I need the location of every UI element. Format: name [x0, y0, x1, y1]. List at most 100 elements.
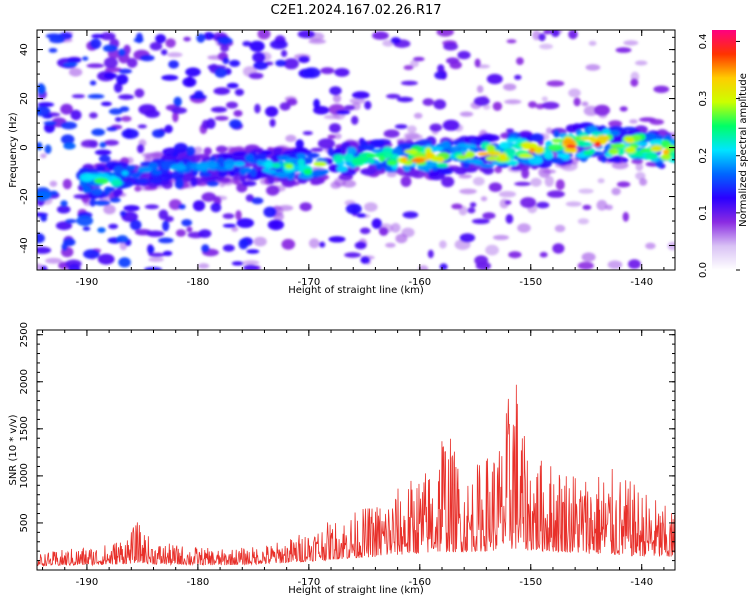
heatmap-cell: [94, 177, 109, 185]
snr-x-axis-label: Height of straight line (km): [288, 585, 424, 596]
heatmap-cell: [68, 67, 83, 77]
heatmap-cell: [108, 223, 119, 230]
heatmap-cell: [71, 94, 85, 99]
heatmap-cell: [147, 245, 155, 254]
heatmap-cell: [582, 204, 592, 210]
heatmap-cell: [521, 167, 530, 179]
heatmap-cell: [457, 50, 471, 60]
heatmap-cell: [170, 163, 187, 171]
heatmap-cell: [233, 161, 246, 167]
heatmap-cell: [189, 94, 207, 100]
heatmap-cell: [274, 171, 290, 178]
heatmap-cell: [203, 147, 212, 156]
heatmap-cell: [323, 114, 341, 120]
heatmap-cell: [346, 146, 357, 156]
heatmap-cell: [171, 107, 188, 114]
heatmap-cell: [583, 150, 594, 156]
heatmap-cell: [635, 162, 644, 171]
heatmap-cell: [403, 164, 411, 172]
heatmap-cell: [622, 126, 637, 132]
heatmap-cell: [439, 263, 448, 270]
heatmap-cell: [89, 80, 97, 86]
heatmap-cell: [553, 129, 560, 138]
heatmap-cell: [608, 147, 619, 155]
heatmap-cell: [100, 101, 112, 107]
heatmap-cell: [155, 34, 167, 44]
heatmap-cell: [602, 128, 611, 135]
y-tick-label: 500: [19, 513, 30, 532]
heatmap-cell: [262, 167, 270, 173]
heatmap-cell: [279, 102, 291, 111]
heatmap-cell: [210, 106, 228, 113]
heatmap-cell: [133, 37, 144, 43]
heatmap-cell: [269, 118, 276, 128]
heatmap-cell: [281, 238, 296, 250]
heatmap-cell: [201, 244, 210, 253]
heatmap-cell: [365, 144, 375, 151]
heatmap-cell: [539, 43, 553, 50]
heatmap-cell: [120, 210, 127, 217]
x-tick-label: -160: [408, 577, 431, 588]
heatmap-cell: [467, 158, 482, 164]
heatmap-cell: [37, 246, 52, 254]
heatmap-cell: [336, 165, 348, 172]
heatmap-cell: [113, 82, 123, 93]
heatmap-cell: [85, 174, 102, 180]
heatmap-cell: [161, 74, 179, 81]
heatmap-cell: [251, 148, 262, 153]
heatmap-cell: [62, 178, 72, 190]
heatmap-cell: [521, 141, 534, 150]
heatmap-cell: [506, 160, 519, 166]
heatmap-cell: [134, 88, 145, 98]
heatmap-cell: [536, 201, 550, 209]
y-tick-label: 1500: [19, 416, 30, 441]
heatmap-cell: [273, 147, 283, 155]
heatmap-cell: [103, 72, 118, 79]
heatmap-cell: [229, 119, 242, 129]
x-tick-label: -180: [187, 277, 210, 288]
heatmap-cell: [126, 165, 136, 171]
x-tick-label: -150: [519, 277, 542, 288]
heatmap-cell: [137, 144, 145, 154]
heatmap-cell: [118, 68, 132, 74]
heatmap-cell: [103, 57, 118, 69]
heatmap-cell: [143, 156, 152, 163]
heatmap-cell: [506, 138, 518, 143]
heatmap-cell: [82, 226, 91, 231]
heatmap-cell: [385, 242, 396, 248]
heatmap-cell: [463, 143, 477, 149]
heatmap-cell: [63, 62, 78, 67]
heatmap-cell: [116, 74, 129, 85]
heatmap-cell: [436, 162, 449, 168]
heatmap-cell: [146, 230, 165, 237]
heatmap-cell: [396, 96, 414, 103]
heatmap-cell: [635, 172, 646, 180]
heatmap-cell: [404, 149, 418, 155]
heatmap-cell: [198, 229, 212, 238]
heatmap-cell: [607, 260, 623, 270]
heatmap-cell: [91, 187, 103, 196]
x-tick-label: -170: [297, 577, 320, 588]
snr-line-plot: [37, 384, 675, 568]
heatmap-cell: [162, 250, 173, 256]
heatmap-cell: [217, 37, 233, 45]
heatmap-cell: [477, 151, 489, 157]
heatmap-cell: [330, 181, 342, 189]
spectrogram-heatmap: [37, 30, 675, 270]
x-tick-label: -190: [76, 577, 99, 588]
heatmap-cell: [569, 147, 577, 153]
heatmap-cell: [108, 108, 123, 115]
heatmap-cell: [328, 236, 346, 243]
heatmap-cell: [434, 71, 447, 80]
heatmap-cell: [505, 214, 514, 224]
heatmap-cell: [541, 96, 548, 102]
heatmap-cell: [597, 178, 605, 184]
heatmap-cell: [327, 147, 334, 157]
heatmap-cell: [639, 178, 648, 186]
heatmap-cell: [371, 218, 382, 229]
heatmap-cell: [308, 238, 320, 249]
heatmap-cell: [402, 211, 419, 219]
heatmap-cell: [144, 109, 160, 118]
heatmap-cell: [306, 153, 320, 158]
